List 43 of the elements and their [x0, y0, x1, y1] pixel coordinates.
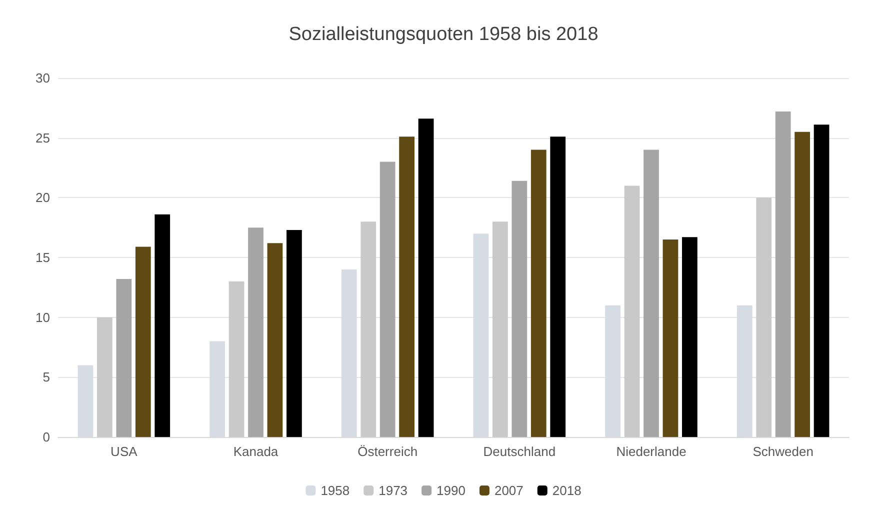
legend-label: 2007 [494, 483, 524, 498]
y-tick-label: 10 [36, 310, 50, 325]
y-tick-label: 0 [42, 430, 50, 444]
x-tick-label: Niederlande [616, 444, 686, 459]
y-tick-label: 15 [36, 250, 50, 265]
legend-label: 1973 [378, 483, 408, 498]
bar [775, 112, 791, 437]
x-tick-label: Deutschland [483, 444, 556, 459]
y-tick-label: 5 [42, 370, 50, 385]
bar [116, 279, 132, 437]
x-tick-label: Kanada [233, 444, 279, 459]
bar [682, 237, 698, 437]
bar [380, 162, 396, 437]
bar [399, 136, 414, 437]
bar [662, 240, 678, 437]
x-tick-label: USA [110, 444, 138, 459]
bar [794, 132, 810, 437]
bar [530, 150, 546, 437]
bar [135, 246, 151, 437]
bar [154, 214, 170, 437]
y-tick-label: 25 [36, 130, 50, 146]
legend-label: 2018 [552, 483, 582, 498]
x-tick-label: Schweden [752, 444, 814, 459]
y-tick-label: 20 [36, 190, 50, 206]
bar [418, 118, 434, 437]
bar [492, 222, 508, 437]
bar [228, 281, 244, 437]
bar [644, 150, 659, 437]
bar [267, 243, 283, 437]
legend-label: 1990 [436, 483, 466, 498]
bar [756, 198, 772, 437]
chart-title: Sozialleistungsquoten 1958 bis 2018 [288, 24, 598, 45]
legend-label: 1958 [320, 483, 350, 498]
bar [97, 317, 112, 437]
y-tick-label: 30 [36, 70, 50, 86]
bar [512, 180, 528, 437]
bar [286, 230, 302, 437]
bar [550, 136, 566, 437]
bar [624, 186, 640, 437]
bar [248, 228, 264, 437]
bar [814, 124, 830, 437]
bar [360, 222, 376, 437]
x-tick-label: Österreich [358, 444, 418, 459]
